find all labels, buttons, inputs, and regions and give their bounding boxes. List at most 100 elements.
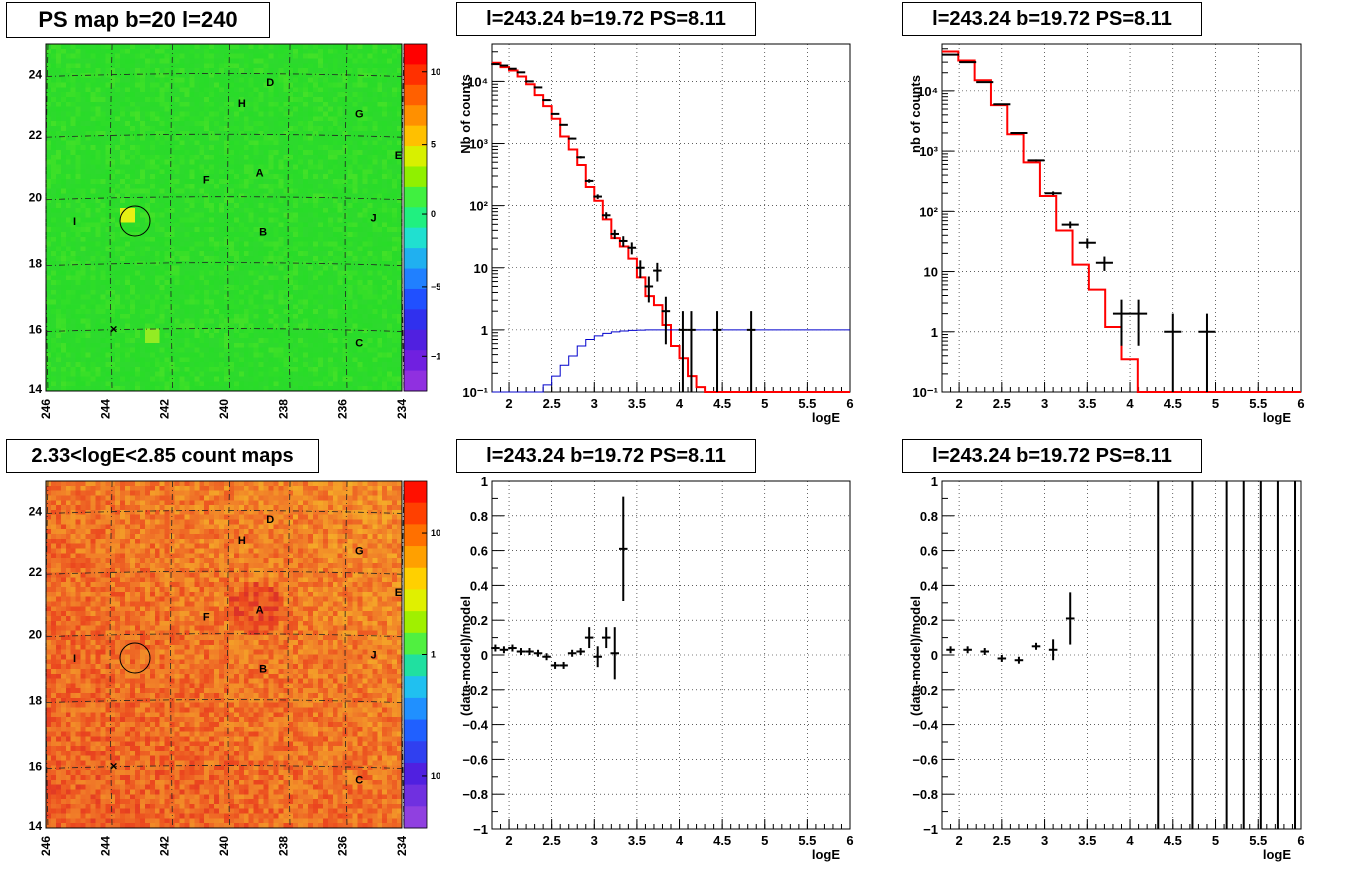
map-l-tick-label: 238 bbox=[276, 836, 290, 856]
map-source-label-g: G bbox=[355, 108, 364, 120]
colorbar-segment bbox=[404, 289, 427, 310]
y-tick-label: −1 bbox=[473, 822, 488, 837]
colorbar-segment bbox=[404, 524, 427, 546]
y-tick-label: 10² bbox=[919, 204, 938, 219]
map-source-label-b: B bbox=[259, 226, 267, 238]
map-source-label-b: B bbox=[259, 663, 267, 675]
map-l-tick-label: 240 bbox=[217, 399, 231, 419]
x-tick-label: 5.5 bbox=[1249, 833, 1267, 848]
data-point bbox=[1027, 159, 1044, 161]
data-point bbox=[559, 124, 568, 125]
colorbar-segment bbox=[404, 763, 427, 785]
y-tick-label: −0.4 bbox=[912, 718, 938, 733]
x-tick-label: 5 bbox=[761, 833, 768, 848]
y-axis-label: (data-model)/model bbox=[458, 596, 473, 716]
y-tick-label: −0.4 bbox=[462, 718, 488, 733]
x-tick-label: 2 bbox=[955, 833, 962, 848]
x-tick-label: 3.5 bbox=[1078, 833, 1096, 848]
colorbar-segment bbox=[404, 503, 427, 525]
map-b-tick-label: 24 bbox=[29, 67, 43, 81]
map-l-tick-label: 246 bbox=[39, 399, 53, 419]
map-l-tick-label: 244 bbox=[98, 836, 112, 856]
x-tick-label: 2.5 bbox=[993, 833, 1011, 848]
map-l-tick-label: 242 bbox=[158, 399, 172, 419]
map-b-tick-label: 14 bbox=[29, 819, 43, 833]
map-b-tick-label: 18 bbox=[29, 257, 43, 271]
y-tick-label: 0.6 bbox=[470, 544, 488, 559]
x-axis-label: logE bbox=[812, 847, 840, 862]
y-tick-label: 0 bbox=[931, 648, 938, 663]
colorbar-segment bbox=[404, 64, 427, 85]
map-l-tick-label: 234 bbox=[395, 399, 409, 419]
y-tick-label: 0.8 bbox=[470, 509, 488, 524]
y-tick-label: 1 bbox=[931, 325, 938, 340]
data-point bbox=[993, 104, 1010, 105]
map-b-tick-label: 18 bbox=[29, 694, 43, 708]
colorbar-segment bbox=[404, 269, 427, 290]
x-tick-label: 6 bbox=[1297, 396, 1304, 411]
colorbar-segment bbox=[404, 228, 427, 249]
map-source-label-h: H bbox=[238, 535, 246, 547]
map-l-tick-label: 244 bbox=[98, 399, 112, 419]
map-l-tick-label: 236 bbox=[336, 836, 350, 856]
map-source-label-j: J bbox=[370, 213, 376, 225]
x-tick-label: 6 bbox=[846, 833, 853, 848]
x-axis-label: logE bbox=[1263, 410, 1291, 425]
map-l-tick-label: 242 bbox=[158, 836, 172, 856]
colorbar-segment bbox=[404, 546, 427, 568]
y-tick-label: −0.8 bbox=[912, 787, 938, 802]
colorbar-segment bbox=[404, 126, 427, 147]
map-b-tick-label: 16 bbox=[29, 323, 43, 337]
x-tick-label: 2.5 bbox=[543, 833, 561, 848]
colorbar-segment bbox=[404, 105, 427, 126]
x-tick-label: 3 bbox=[591, 833, 598, 848]
x-tick-label: 5 bbox=[1212, 833, 1219, 848]
x-tick-label: 6 bbox=[846, 396, 853, 411]
map-l-tick-label: 234 bbox=[395, 836, 409, 856]
x-tick-label: 4.5 bbox=[713, 396, 731, 411]
x-tick-label: 4 bbox=[676, 833, 684, 848]
y-axis-label: Nb of counts bbox=[458, 74, 473, 153]
data-point bbox=[525, 81, 534, 82]
colorbar-segment bbox=[404, 676, 427, 698]
data-point bbox=[551, 113, 560, 114]
ps-map-title: PS map b=20 l=240 bbox=[6, 2, 270, 38]
colorbar-segment bbox=[404, 187, 427, 208]
colorbar-segment bbox=[404, 611, 427, 633]
colorbar-segment bbox=[404, 85, 427, 106]
map-source-label-j: J bbox=[370, 650, 376, 662]
colorbar-segment bbox=[404, 309, 427, 330]
colorbar-label: 10 bbox=[431, 528, 440, 538]
y-tick-label: 0.6 bbox=[920, 544, 938, 559]
spectrum-full-title: l=243.24 b=19.72 PS=8.11 bbox=[456, 2, 756, 36]
x-tick-label: 5.5 bbox=[798, 833, 816, 848]
y-tick-label: 1 bbox=[481, 474, 488, 489]
map-b-tick-label: 14 bbox=[29, 382, 43, 396]
x-axis-label: logE bbox=[812, 410, 840, 425]
data-point bbox=[542, 100, 551, 101]
y-tick-label: 10² bbox=[469, 199, 488, 214]
x-tick-label: 4 bbox=[676, 396, 684, 411]
x-tick-label: 3.5 bbox=[1078, 396, 1096, 411]
colorbar-segment bbox=[404, 330, 427, 351]
y-tick-label: 1 bbox=[481, 323, 488, 338]
y-tick-label: −0.6 bbox=[912, 752, 938, 767]
map-b-tick-label: 20 bbox=[29, 628, 43, 642]
map-source-label-a: A bbox=[256, 604, 264, 616]
residual-full-title: l=243.24 b=19.72 PS=8.11 bbox=[456, 439, 756, 473]
y-tick-label: 0 bbox=[481, 648, 488, 663]
map-source-label-g: G bbox=[355, 545, 364, 557]
map-source-label-i: I bbox=[73, 653, 76, 665]
colorbar-segment bbox=[404, 741, 427, 763]
y-tick-label: 10⁻¹ bbox=[462, 385, 488, 400]
map-b-tick-label: 22 bbox=[29, 565, 43, 579]
colorbar-segment bbox=[404, 698, 427, 720]
spectrum-coarse-title: l=243.24 b=19.72 PS=8.11 bbox=[902, 2, 1202, 36]
map-l-tick-label: 246 bbox=[39, 836, 53, 856]
colorbar-segment bbox=[404, 146, 427, 167]
map-l-tick-label: 236 bbox=[336, 399, 350, 419]
